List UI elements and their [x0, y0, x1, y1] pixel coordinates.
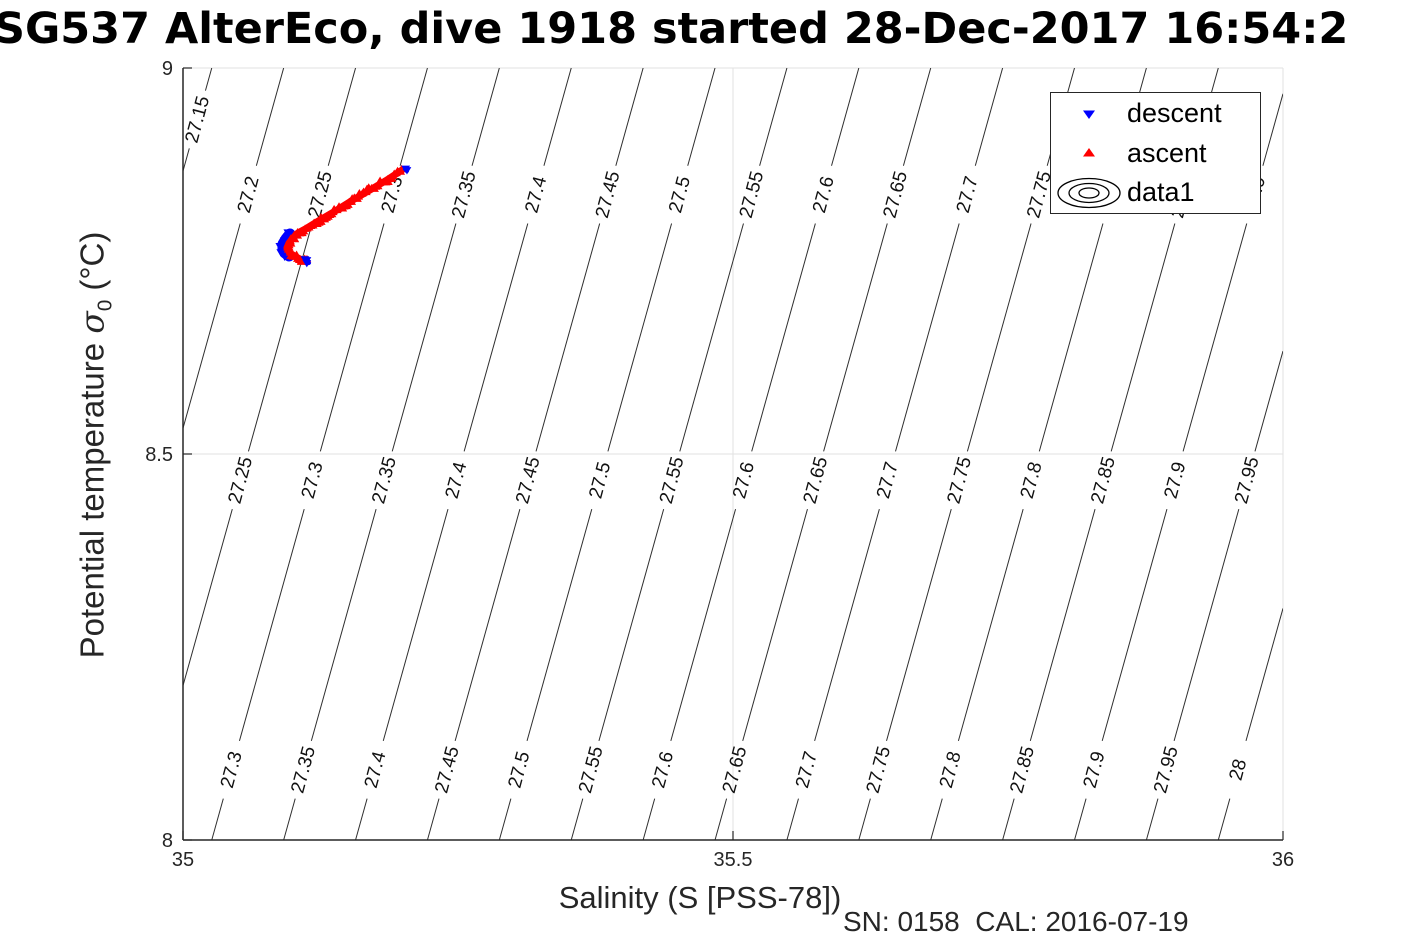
contour-label: 27.15: [182, 94, 215, 145]
contour-label: 28: [1226, 757, 1252, 783]
contour-label: 27.3: [298, 460, 328, 501]
contour-label: 27.75: [863, 744, 896, 795]
contour-label: 27.2: [234, 174, 264, 215]
contour-label: 27.65: [880, 169, 913, 220]
contour-label: 27.7: [792, 749, 822, 790]
contour-label: 27.55: [656, 455, 689, 506]
contour-label: 27.5: [585, 460, 615, 501]
legend: descent ascent data1: [1050, 92, 1261, 214]
contour-label: 27.45: [592, 169, 625, 220]
contour-label: 27.35: [448, 169, 481, 220]
contour-label: 27.75: [944, 455, 977, 506]
contour-label: 27.3: [217, 749, 247, 790]
contour-label: 27.9: [1080, 749, 1110, 790]
contour-label: 27.6: [648, 749, 678, 790]
contour-label: 27.6: [729, 460, 759, 501]
contour-label: 27.65: [719, 744, 752, 795]
contour-label: 27.65: [800, 455, 833, 506]
contour-label: 27.4: [361, 749, 391, 791]
contour-rings-icon: [1051, 176, 1127, 210]
legend-row-data1: data1: [1051, 174, 1260, 212]
grid-lines: [183, 67, 1284, 840]
legend-label-descent: descent: [1127, 98, 1222, 128]
x-tick-label: 35.5: [714, 849, 753, 871]
x-axis-label: Salinity (S [PSS-78]): [558, 880, 842, 915]
contour-label: 27.8: [936, 749, 966, 790]
contour-label: 27.45: [512, 455, 545, 506]
contour-label: 27.55: [736, 169, 769, 220]
contour-label: 27.9: [1161, 460, 1191, 501]
contour-label: 27.55: [575, 744, 608, 795]
contour-label: 27.95: [1231, 455, 1264, 506]
chart-title: SG537 AlterEco, dive 1918 started 28-Dec…: [0, 4, 1349, 54]
legend-label-ascent: ascent: [1127, 137, 1207, 168]
contour-label: 27.5: [505, 749, 535, 790]
contour-label: 27.4: [521, 174, 551, 216]
contour-label: 27.85: [1087, 455, 1120, 506]
legend-label-data1: data1: [1127, 177, 1195, 207]
contour-label: 27.35: [368, 455, 401, 506]
contour-label: 27.5: [665, 174, 695, 215]
contour-label: 27.7: [953, 174, 983, 215]
y-tick-label: 9: [162, 58, 173, 80]
contour-label: 27.85: [1006, 744, 1039, 795]
legend-row-descent: descent: [1051, 95, 1260, 133]
contour-label: 27.4: [442, 459, 472, 501]
isopycnal-contours: [183, 68, 1283, 840]
ascent-triangle-up-icon: [1051, 146, 1127, 160]
contour-label: 27.8: [1017, 460, 1047, 501]
contour-label: 27.35: [287, 744, 320, 795]
y-tick-label: 8.5: [145, 444, 173, 466]
descent-triangle-down-icon: [1051, 107, 1127, 121]
contour-label: 27.6: [809, 174, 839, 215]
contour-label: 27.95: [1150, 744, 1183, 795]
contour-label: 27.7: [873, 460, 903, 501]
y-tick-label: 8: [162, 830, 173, 852]
contour-label: 27.45: [431, 744, 464, 795]
x-tick-label: 35: [172, 849, 194, 871]
legend-row-ascent: ascent: [1051, 134, 1260, 172]
x-tick-label: 36: [1272, 849, 1294, 871]
sn-cal-text: SN: 0158 CAL: 2016-07-19: [843, 906, 1189, 937]
contour-label: 27.25: [225, 455, 258, 506]
dive-trace: [275, 164, 412, 268]
axes: 35 35.5 36 8 8.5 9: [145, 58, 1294, 871]
